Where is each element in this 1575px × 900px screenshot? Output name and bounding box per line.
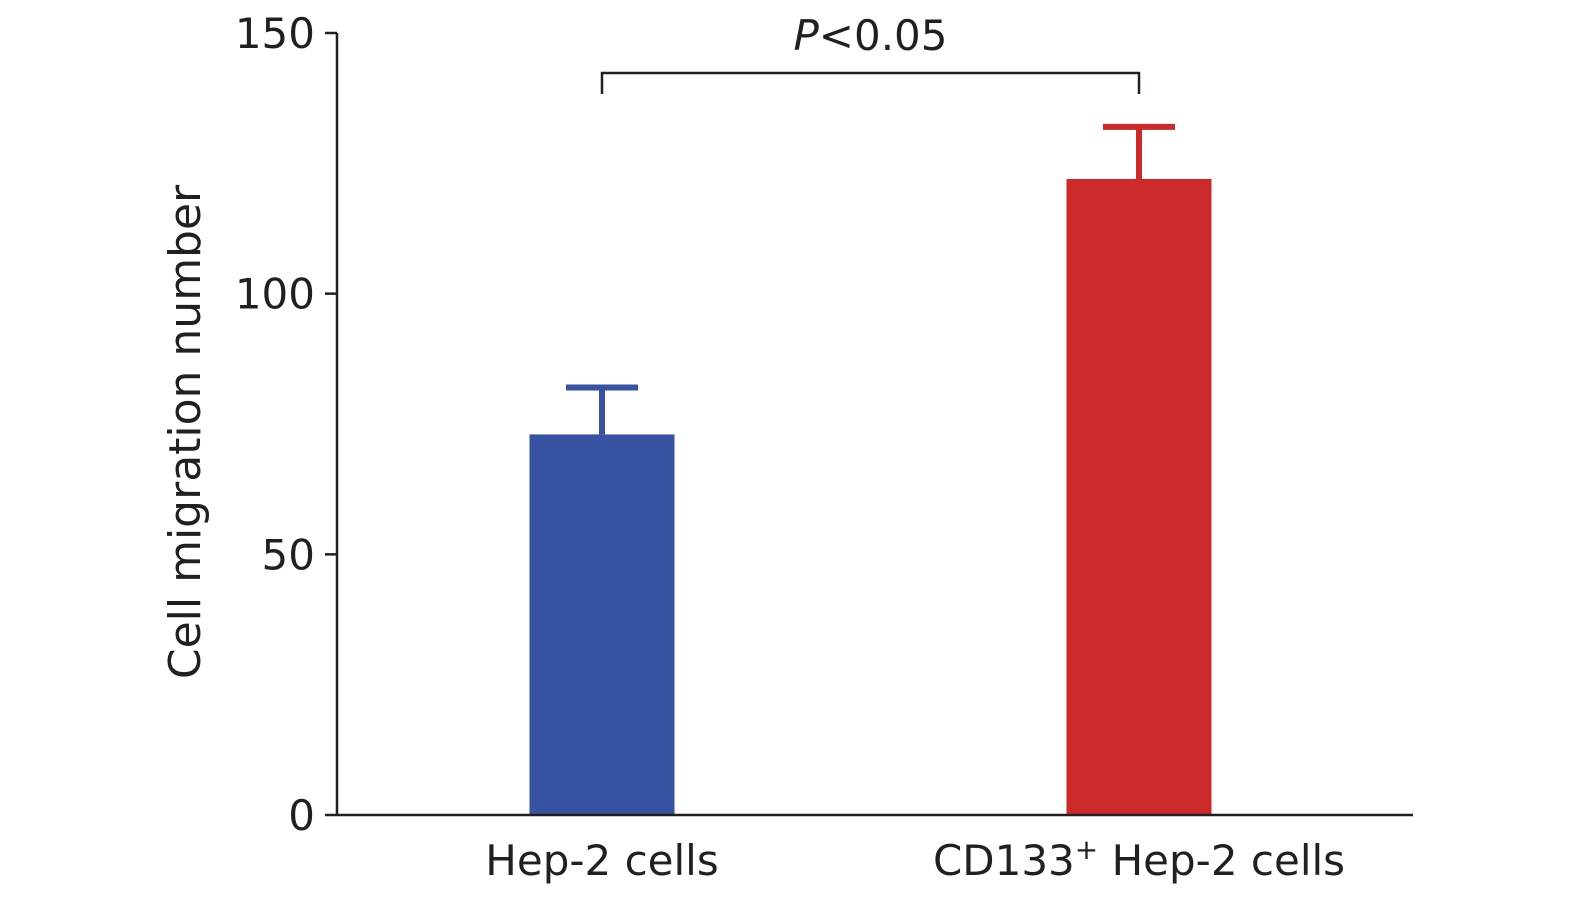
bar-2 bbox=[1066, 178, 1212, 815]
significance-annotation: P<0.05 bbox=[600, 11, 1141, 94]
y-tick-label-50: 50 bbox=[262, 530, 315, 579]
labels-layer: 0 50 100 150 Cell migration number Hep-2 cell… bbox=[160, 9, 1345, 885]
error-bars-layer bbox=[566, 123, 1175, 435]
significance-bracket bbox=[600, 71, 1141, 94]
bar-1 bbox=[529, 434, 675, 815]
y-axis-title: Cell migration number bbox=[160, 184, 211, 679]
y-tick-label-0: 0 bbox=[288, 791, 315, 840]
y-tick-label-100: 100 bbox=[235, 270, 315, 319]
bars-layer bbox=[529, 178, 1212, 815]
p-value-label: P<0.05 bbox=[793, 11, 947, 60]
x-category-label-1: Hep-2 cells bbox=[485, 836, 718, 885]
axes-layer bbox=[325, 31, 1413, 817]
y-tick-label-150: 150 bbox=[235, 9, 315, 58]
x-category-label-2: CD133+ Hep-2 cells bbox=[933, 833, 1345, 885]
